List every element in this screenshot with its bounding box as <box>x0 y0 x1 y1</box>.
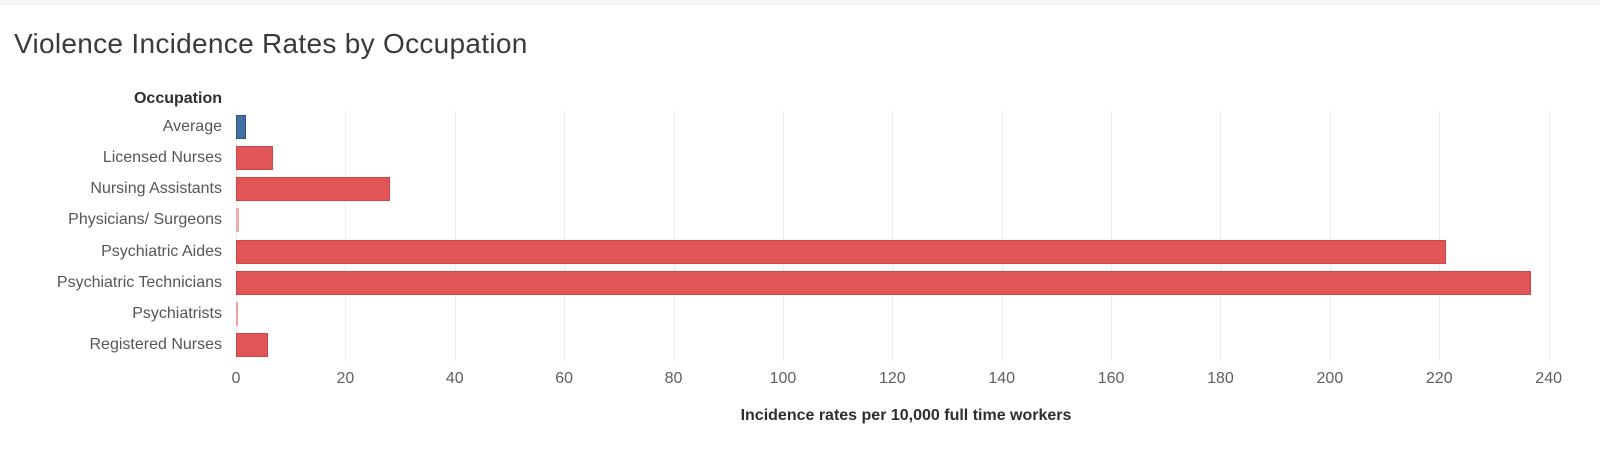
bar[interactable] <box>236 208 239 233</box>
gridline <box>1439 111 1441 361</box>
bar[interactable] <box>236 145 273 170</box>
row-label: Physicians/ Surgeons <box>68 211 222 229</box>
chart-row: Nursing Assistants <box>0 174 1600 205</box>
x-axis-tick-labels: 0 20 40 60 80 100 120 140 160 180 200 220 240 <box>232 370 1576 390</box>
gridline <box>673 111 675 361</box>
x-tick-label: 0 <box>231 370 241 387</box>
row-label: Nursing Assistants <box>90 180 222 198</box>
x-tick-label: 140 <box>988 370 1016 387</box>
bar[interactable] <box>236 114 247 139</box>
x-tick-label: 220 <box>1425 370 1453 387</box>
gridline <box>1220 111 1222 361</box>
chart-row: Average <box>0 111 1600 142</box>
chart-row: Psychiatrists <box>0 299 1600 330</box>
window-top-strip <box>0 0 1600 5</box>
gridline <box>345 111 347 361</box>
gridline <box>782 111 784 361</box>
gridline <box>564 111 566 361</box>
x-tick-label: 120 <box>878 370 906 387</box>
x-tick-label: 200 <box>1316 370 1344 387</box>
gridline <box>1001 111 1003 361</box>
bar-track <box>236 208 1576 233</box>
bar-track <box>236 239 1576 264</box>
bar-track <box>236 270 1576 295</box>
row-label: Registered Nurses <box>89 336 223 354</box>
chart-title: Violence Incidence Rates by Occupation <box>14 28 528 59</box>
occupation-column-header: Occupation <box>133 90 222 107</box>
gridline <box>236 111 237 361</box>
row-label: Average <box>162 117 222 135</box>
gridline <box>1329 111 1331 361</box>
plot-area: Average Licensed Nurses Nursing Assistants… <box>0 111 1600 361</box>
chart-row: Psychiatric Technicians <box>0 267 1600 298</box>
row-label: Psychiatrists <box>132 305 222 323</box>
bar-track <box>236 114 1576 139</box>
x-tick-label: 40 <box>445 370 464 387</box>
bar-track <box>236 333 1576 358</box>
chart-row: Registered Nurses <box>0 330 1600 361</box>
bar[interactable] <box>236 333 269 358</box>
x-tick-label: 80 <box>664 370 683 387</box>
gridline <box>892 111 894 361</box>
chart-row: Psychiatric Aides <box>0 236 1600 267</box>
gridline <box>1548 111 1550 361</box>
row-label: Psychiatric Aides <box>101 242 222 260</box>
chart-row: Physicians/ Surgeons <box>0 205 1600 236</box>
bar[interactable] <box>236 270 1531 295</box>
bar[interactable] <box>236 177 390 202</box>
x-tick-label: 160 <box>1097 370 1125 387</box>
x-tick-label: 180 <box>1207 370 1234 387</box>
x-tick-label: 60 <box>555 370 574 387</box>
bar-track <box>236 177 1576 202</box>
gridline <box>454 111 456 361</box>
x-tick-label: 240 <box>1535 370 1562 387</box>
bar-rows: Average Licensed Nurses Nursing Assistants… <box>0 111 1600 361</box>
x-axis-title: Incidence rates per 10,000 full time wor… <box>740 407 1072 424</box>
x-tick-label: 100 <box>769 370 797 387</box>
row-label: Licensed Nurses <box>102 148 222 166</box>
bar[interactable] <box>236 239 1446 264</box>
bar-track <box>236 145 1576 170</box>
x-tick-label: 20 <box>336 370 355 387</box>
gridlines <box>236 111 1576 361</box>
bar[interactable] <box>236 302 239 327</box>
chart-row: Licensed Nurses <box>0 142 1600 173</box>
gridline <box>1111 111 1113 361</box>
bar-track <box>236 302 1576 327</box>
row-label: Psychiatric Technicians <box>56 273 222 291</box>
